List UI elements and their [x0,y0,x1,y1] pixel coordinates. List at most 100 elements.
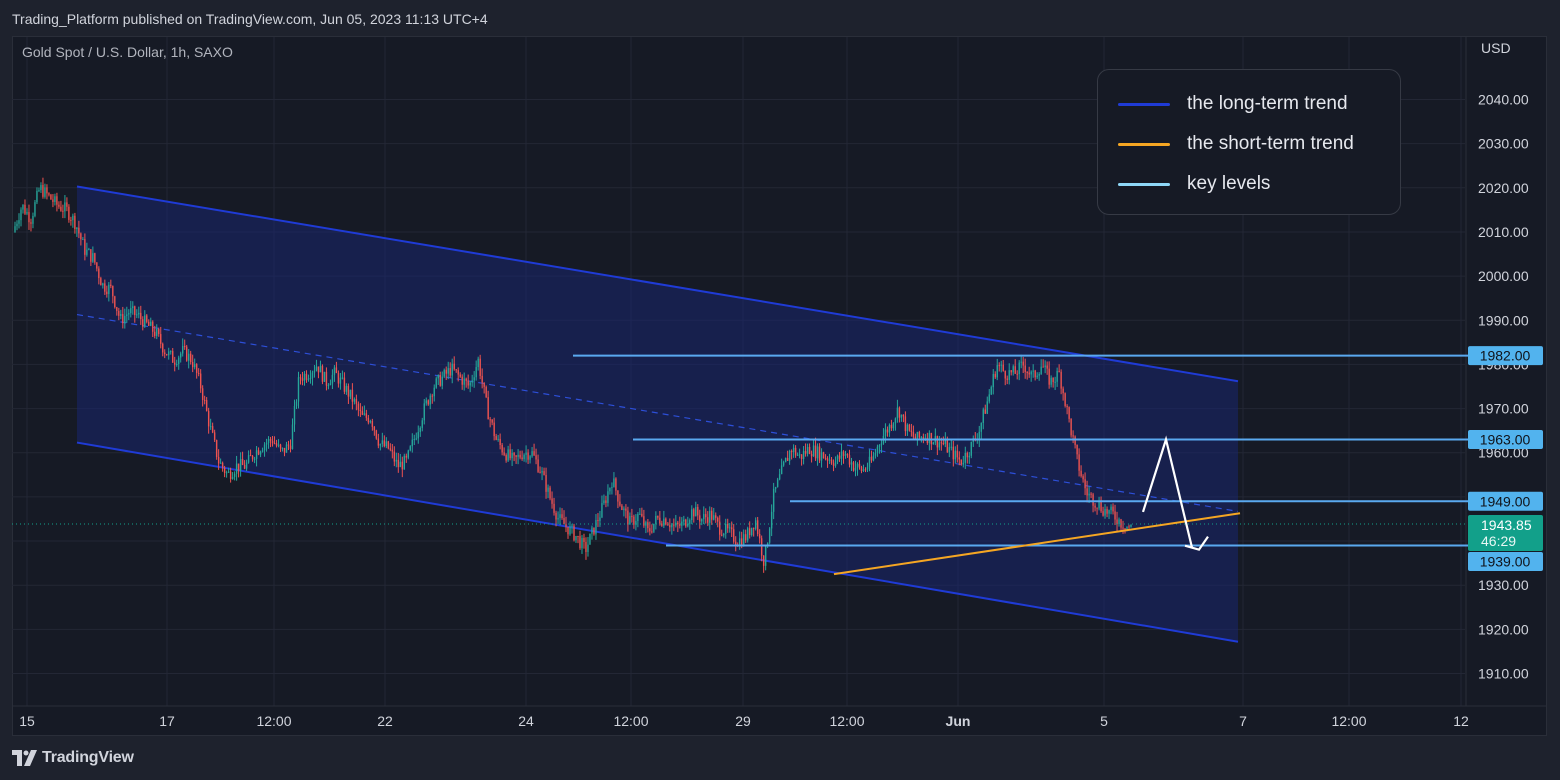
candle-body [329,383,332,386]
candle-body [513,452,515,456]
candle-body [527,452,529,460]
candle-body [1040,366,1042,375]
candle-body [100,278,102,286]
channel-upper-line [76,185,1239,383]
candle-body [183,345,186,347]
candle-body [762,555,765,566]
candle-body [964,452,966,463]
tradingview-brand[interactable]: TradingView [12,749,134,767]
candle-body [661,523,663,526]
candle-body [725,523,727,534]
candle-body [772,488,775,512]
candle-body [1004,370,1006,379]
y-tick-label: 1990.00 [1478,312,1529,328]
key-level-tag [1468,491,1543,511]
candle-body [32,215,34,224]
candle-body [381,440,384,445]
candle-body [457,370,459,375]
candle-body [38,190,40,192]
candle-body [539,471,541,473]
candle-body [800,454,803,460]
candle-body [697,507,699,516]
candle-body [703,514,705,520]
candle-body [884,429,887,436]
candle-body [659,517,661,524]
candle-body [966,452,968,458]
candle-body [595,520,597,535]
candle-body [655,515,657,524]
candle-body [92,253,94,262]
candle-body [758,533,761,539]
candle-body [770,511,773,529]
candle-body [215,439,218,457]
candle-body [888,424,891,433]
candle-body [16,223,18,227]
candle-body [453,363,455,370]
candle-body [74,215,76,230]
candle-body [36,190,38,203]
time-axis[interactable]: 15 17 12:00 22 24 12:00 29 12:00 Jun 5 7 12:00 12 [19,713,1469,729]
chart-legend: the long-term trend the short-term trend… [1097,69,1401,215]
candle-body [497,438,499,440]
candle-body [82,239,84,241]
x-tick-label: 12:00 [256,713,291,729]
candle-body [625,508,627,511]
candle-body [701,519,703,522]
candle-body [744,534,747,541]
candle-body [1050,377,1052,385]
candle-body [864,469,867,471]
candle-body [257,450,260,455]
candle-body [211,426,214,433]
candle-body [1102,511,1104,516]
candle-body [387,441,390,449]
candle-body [906,424,909,432]
candle-body [649,528,651,532]
candle-body [1126,526,1128,530]
candle-body [1108,510,1110,514]
x-tick-label: 12:00 [1331,713,1366,729]
candle-body [780,465,783,475]
candle-body [154,331,156,336]
legend-item-key-levels: key levels [1118,172,1270,196]
candle-body [838,455,841,459]
candle-body [918,431,921,438]
candle-body [862,469,865,471]
y-tick-label: 2010.00 [1478,224,1529,240]
candle-body [854,467,857,471]
candle-body [1064,393,1066,407]
candle-body [20,209,22,221]
candle-body [62,210,64,212]
candle-body [908,424,911,431]
candle-body [914,436,917,440]
candle-body [58,204,60,207]
candle-body [325,371,328,386]
candle-body [870,456,873,461]
candle-body [273,443,276,445]
candle-body [178,357,180,364]
candle-body [491,419,493,423]
candle-body [796,454,799,456]
candle-body [948,447,951,453]
y-tick-label: 2000.00 [1478,268,1529,284]
candle-body [209,426,212,428]
candle-body [1084,479,1086,489]
candle-body [890,424,893,429]
candle-body [495,436,497,440]
candle-body [181,345,184,354]
candle-body [197,372,200,374]
candle-body [385,441,388,447]
candle-body [505,454,507,461]
candle-body [355,399,358,404]
candle-body [942,443,945,445]
candle-body [291,424,294,449]
candle-body [639,513,641,515]
candle-body [247,455,250,463]
candle-body [537,459,539,472]
candle-body [118,310,120,316]
candle-body [643,516,645,526]
candle-body [84,239,86,255]
candle-body [80,233,82,240]
candle-body [669,525,671,528]
candle-body [579,536,581,549]
